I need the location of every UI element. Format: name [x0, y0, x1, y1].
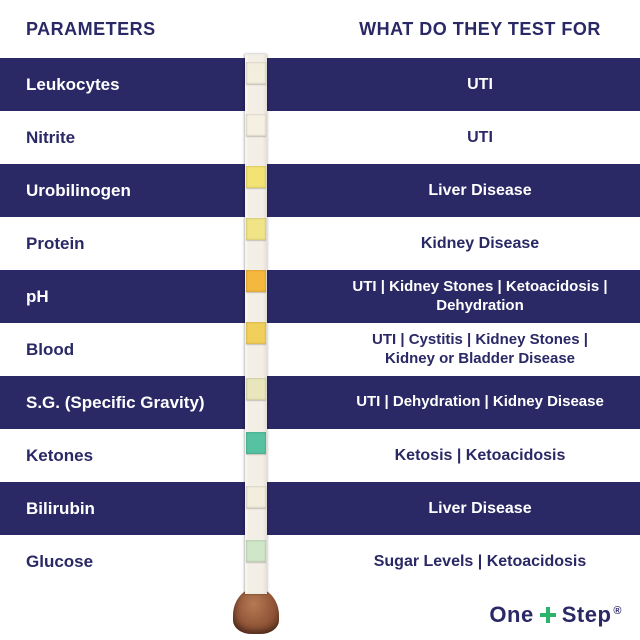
plus-icon — [540, 607, 556, 623]
reagent-pad — [246, 62, 266, 84]
table-row: BilirubinLiver Disease — [0, 482, 640, 535]
test-cell: UTI | Cystitis | Kidney Stones | Kidney … — [320, 331, 640, 369]
header-tests-for: WHAT DO THEY TEST FOR — [320, 18, 640, 41]
test-cell: UTI — [320, 128, 640, 148]
table-row: LeukocytesUTI — [0, 58, 640, 111]
reagent-pad — [246, 540, 266, 562]
test-cell: Ketosis | Ketoacidosis — [320, 446, 640, 466]
table-row: KetonesKetosis | Ketoacidosis — [0, 429, 640, 482]
reagent-pad — [246, 378, 266, 400]
reagent-pad — [246, 486, 266, 508]
reagent-pad — [246, 166, 266, 188]
reagent-pad — [246, 218, 266, 240]
table-body: LeukocytesUTINitriteUTIUrobilinogenLiver… — [0, 58, 640, 588]
table-row: GlucoseSugar Levels | Ketoacidosis — [0, 535, 640, 588]
page: PARAMETERS WHAT DO THEY TEST FOR Leukocy… — [0, 0, 640, 640]
test-cell: Kidney Disease — [320, 234, 640, 254]
reagent-pad — [246, 270, 266, 292]
thumb-holding-strip — [233, 588, 279, 634]
table-row: S.G. (Specific Gravity)UTI | Dehydration… — [0, 376, 640, 429]
table-row: UrobilinogenLiver Disease — [0, 164, 640, 217]
test-cell: UTI | Dehydration | Kidney Disease — [320, 393, 640, 412]
table-row: pHUTI | Kidney Stones | Ketoacidosis | D… — [0, 270, 640, 323]
test-cell: Sugar Levels | Ketoacidosis — [320, 552, 640, 572]
test-cell: Liver Disease — [320, 499, 640, 519]
reagent-pad — [246, 114, 266, 136]
test-cell: UTI — [320, 75, 640, 95]
logo-text-left: One — [489, 602, 533, 628]
table-row: BloodUTI | Cystitis | Kidney Stones | Ki… — [0, 323, 640, 376]
reagent-pad — [246, 322, 266, 344]
reagent-pad — [246, 432, 266, 454]
test-table: PARAMETERS WHAT DO THEY TEST FOR Leukocy… — [0, 0, 640, 588]
header-parameters: PARAMETERS — [0, 19, 320, 40]
reagent-strip — [238, 54, 274, 640]
table-row: NitriteUTI — [0, 111, 640, 164]
test-cell: Liver Disease — [320, 181, 640, 201]
header-row: PARAMETERS WHAT DO THEY TEST FOR — [0, 0, 640, 58]
table-row: ProteinKidney Disease — [0, 217, 640, 270]
strip-body — [245, 54, 267, 594]
test-cell: UTI | Kidney Stones | Ketoacidosis | Deh… — [320, 278, 640, 316]
brand-logo: One Step® — [489, 602, 622, 628]
logo-text-right: Step® — [562, 602, 622, 628]
